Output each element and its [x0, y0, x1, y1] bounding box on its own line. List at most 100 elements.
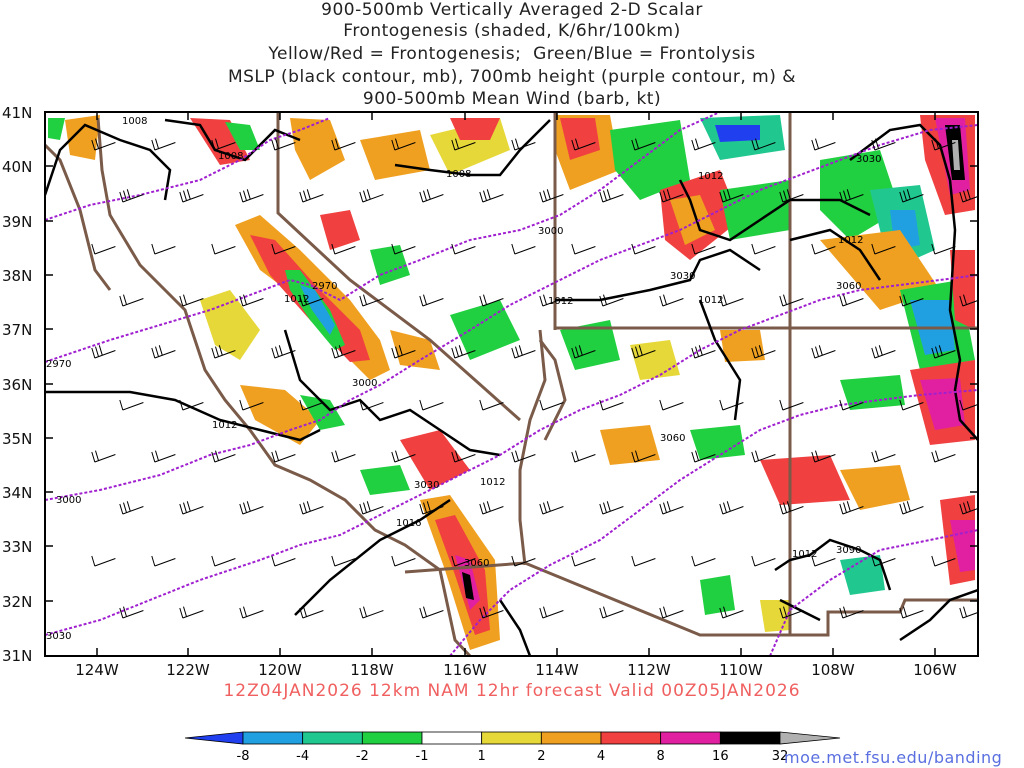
colorbar-label: 16 [712, 749, 729, 764]
wind-barb [691, 345, 716, 359]
mslp-label: 1012 [284, 294, 309, 305]
wind-barb [211, 555, 236, 567]
wind-barb [119, 606, 144, 619]
wind-barb [391, 243, 416, 255]
wind-barb [331, 243, 356, 255]
mslp-contour [164, 118, 301, 162]
wind-barb [151, 138, 176, 151]
height-label: 3030 [856, 154, 881, 165]
title-line-4: MSLP (black contour, mb), 700mb height (… [227, 67, 797, 87]
wind-barb [119, 399, 144, 411]
credit-url[interactable]: moe.met.fsu.edu/banding [784, 748, 1003, 767]
lat-label: 41N [2, 104, 32, 122]
lon-label: 124W [75, 661, 119, 679]
wind-barb [451, 555, 476, 567]
wind-barb [751, 138, 776, 151]
wind-barb [571, 243, 596, 255]
wind-barb [839, 399, 864, 411]
wind-barb [779, 189, 804, 203]
wind-barb [659, 399, 684, 411]
state-border-ca-az [518, 329, 547, 566]
flysis-patch [840, 375, 905, 410]
wind-barb [599, 189, 624, 203]
wind-barb [419, 189, 444, 203]
wind-barb [539, 189, 564, 203]
wind-barb [899, 294, 924, 307]
wind-barb [359, 501, 384, 515]
mslp-label: 1012 [698, 295, 723, 306]
mslp-label: 1012 [480, 477, 505, 488]
mslp-label: 1012 [548, 296, 573, 307]
wind-barb [931, 138, 956, 151]
wind-barb [539, 399, 564, 411]
wind-barb [451, 450, 476, 463]
wind-barb [571, 450, 596, 463]
wind-barb [271, 243, 296, 255]
wind-barb [211, 450, 236, 463]
coastline [96, 117, 472, 656]
mslp-contour [789, 228, 882, 281]
wind-barb [571, 345, 596, 359]
wind-barb [91, 450, 116, 463]
wind-barb [331, 450, 356, 463]
flysis-patch [300, 285, 335, 335]
wind-barb [299, 501, 324, 515]
border-mexico [790, 598, 978, 637]
height-contour [45, 124, 978, 501]
wind-barb [479, 294, 504, 307]
wind-barb [659, 189, 684, 203]
wind-barb [119, 189, 144, 203]
wind-barb [631, 345, 656, 359]
wind-barb [479, 189, 504, 203]
wind-barb [691, 555, 716, 567]
mslp-contour [45, 390, 321, 442]
colorbar-label: -2 [356, 749, 369, 764]
wind-barb [451, 345, 476, 359]
fgen-patch [560, 118, 600, 160]
wind-barb [659, 606, 684, 619]
fgen-patch [462, 572, 474, 600]
colorbar-label: -8 [237, 749, 250, 764]
lon-label: 114W [535, 661, 579, 679]
fgen-patch [240, 385, 320, 445]
colorbar-box [660, 731, 721, 745]
wind-barb [899, 606, 924, 619]
wind-barb [899, 501, 924, 515]
wind-barb [931, 555, 956, 567]
wind-barb [419, 294, 444, 307]
wind-barb [271, 345, 296, 359]
lat-label: 33N [2, 538, 32, 556]
fgen-patch [65, 115, 100, 160]
height-contours [45, 112, 978, 656]
height-label: 3000 [538, 226, 563, 237]
height-label: 3000 [352, 378, 377, 389]
fgen-patch [950, 250, 975, 330]
wind-barb [839, 501, 864, 515]
wind-barb [391, 138, 416, 151]
mslp-contour [555, 248, 761, 302]
wind-barb [811, 555, 836, 567]
lon-label: 110W [719, 661, 763, 679]
wind-barb [571, 138, 596, 151]
height-label: 2970 [46, 359, 71, 370]
colorbar-box [421, 731, 483, 745]
title-line-2: Frontogenesis (shaded, K/6hr/100km) [343, 21, 681, 41]
wind-barb [91, 138, 116, 151]
colorbar-label: 8 [657, 749, 665, 764]
fgen-patch [290, 118, 345, 180]
flysis-patch [48, 118, 65, 140]
wind-barb [931, 243, 956, 255]
lon-label: 120W [258, 661, 302, 679]
wind-barb [299, 294, 324, 307]
wind-barb [479, 606, 504, 619]
wind-barb [91, 555, 116, 567]
colorbar-label: -1 [416, 749, 429, 764]
mslp-label: 1008 [122, 116, 147, 127]
wind-barb [211, 138, 236, 151]
wind-barb [299, 606, 324, 619]
wind-barb [299, 399, 324, 411]
wind-barb [539, 501, 564, 515]
mslp-contour [45, 123, 172, 201]
wind-barb [751, 345, 776, 359]
fgen-patch [952, 140, 960, 170]
